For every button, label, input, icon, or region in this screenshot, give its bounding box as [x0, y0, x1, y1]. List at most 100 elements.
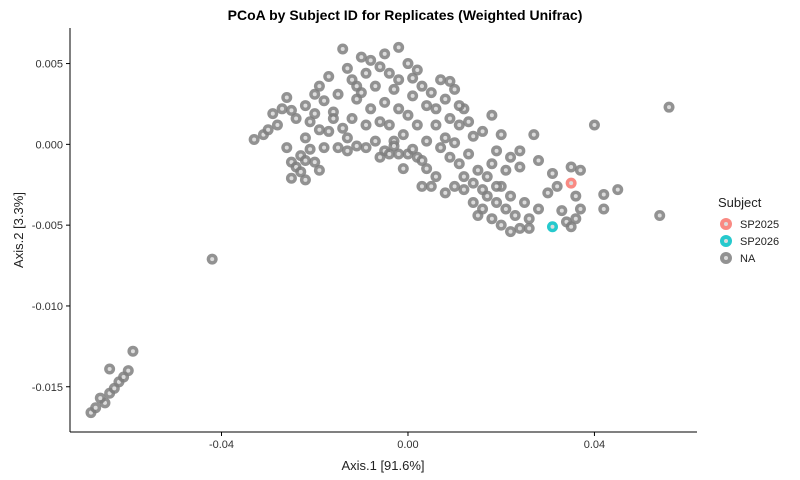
point-center-na	[578, 168, 583, 173]
point-center-na	[471, 134, 476, 139]
point-center-na	[569, 164, 574, 169]
point-center-na	[280, 106, 285, 111]
data-point-na	[477, 125, 489, 137]
data-point-na	[491, 197, 503, 209]
data-point-na	[341, 132, 353, 144]
data-point-na	[337, 122, 349, 134]
point-center-na	[322, 145, 327, 150]
x-tick-label: -0.04	[209, 439, 234, 451]
point-center-na	[466, 152, 471, 157]
data-point-na	[276, 103, 288, 115]
point-center-na	[471, 181, 476, 186]
point-center-na	[345, 66, 350, 71]
x-tick-label: 0.04	[584, 439, 605, 451]
data-point-na	[299, 132, 311, 144]
data-point-na	[463, 116, 475, 128]
y-tick-label: 0.005	[35, 59, 63, 71]
data-point-na	[421, 100, 433, 112]
point-center-na	[130, 349, 135, 354]
data-point-na	[407, 90, 419, 102]
point-center-na	[527, 226, 532, 231]
point-center-na	[489, 113, 494, 118]
data-point-na	[411, 119, 423, 131]
data-point-na	[285, 104, 297, 116]
data-point-na	[313, 164, 325, 176]
point-center-na	[503, 168, 508, 173]
y-axis-label: Axis.2 [3.3%]	[11, 192, 26, 268]
data-point-na	[421, 135, 433, 147]
point-center-na	[494, 200, 499, 205]
point-center-na	[461, 187, 466, 192]
point-center-na	[396, 77, 401, 82]
data-point-na	[309, 108, 321, 120]
data-point-na	[467, 177, 479, 189]
data-point-na	[612, 184, 624, 196]
points-layer	[85, 41, 675, 419]
data-point-na	[598, 188, 610, 200]
point-center-na	[322, 98, 327, 103]
point-center-na	[443, 135, 448, 140]
point-center-na	[508, 155, 513, 160]
data-point-na	[505, 151, 517, 163]
data-point-na	[514, 222, 526, 234]
point-center-na	[592, 122, 597, 127]
data-point-na	[449, 180, 461, 192]
data-point-sp2026	[546, 221, 558, 233]
point-center-na	[252, 137, 257, 142]
point-center-na	[373, 139, 378, 144]
data-point-na	[556, 205, 568, 217]
data-point-na	[453, 158, 465, 170]
point-center-na	[466, 119, 471, 124]
point-center-na	[368, 106, 373, 111]
data-point-na	[360, 142, 372, 154]
data-point-na	[491, 180, 503, 192]
point-center-na	[410, 147, 415, 152]
data-point-na	[574, 203, 586, 215]
point-center-na	[499, 132, 504, 137]
data-point-na	[318, 95, 330, 107]
legend-title: Subject	[718, 195, 762, 210]
point-center-na	[415, 122, 420, 127]
point-center-na	[452, 140, 457, 145]
data-point-na	[309, 156, 321, 168]
data-point-na	[411, 64, 423, 76]
data-point-na	[486, 109, 498, 121]
y-tick-label: -0.005	[32, 220, 63, 232]
data-point-na	[304, 143, 316, 155]
point-center-na	[317, 84, 322, 89]
data-point-na	[402, 58, 414, 70]
data-point-na	[332, 142, 344, 154]
data-point-na	[491, 145, 503, 157]
data-point-na	[295, 166, 307, 178]
data-point-na	[430, 119, 442, 131]
point-center-na	[294, 116, 299, 121]
data-point-na	[355, 51, 367, 63]
data-point-na	[453, 100, 465, 112]
data-point-na	[416, 80, 428, 92]
point-center-na	[419, 184, 424, 189]
data-point-na	[122, 365, 134, 377]
data-point-na	[318, 142, 330, 154]
point-center-na	[312, 160, 317, 165]
data-point-na	[397, 163, 409, 175]
point-center-na	[98, 396, 103, 401]
point-center-na	[303, 103, 308, 108]
point-center-na	[569, 224, 574, 229]
point-center-na	[396, 45, 401, 50]
data-point-na	[542, 187, 554, 199]
point-center-na	[443, 190, 448, 195]
data-point-na	[397, 129, 409, 141]
data-point-na	[598, 203, 610, 215]
legend-item-sp2025: SP2025	[720, 218, 779, 231]
point-center-na	[657, 213, 662, 218]
point-center-na	[410, 93, 415, 98]
point-center-na	[378, 64, 383, 69]
data-point-na	[402, 109, 414, 121]
data-point-na	[393, 74, 405, 86]
point-center-na	[396, 106, 401, 111]
data-point-na	[523, 213, 535, 225]
data-point-na	[388, 140, 400, 152]
point-center-na	[410, 76, 415, 81]
data-point-na	[416, 155, 428, 167]
data-point-na	[360, 119, 372, 131]
